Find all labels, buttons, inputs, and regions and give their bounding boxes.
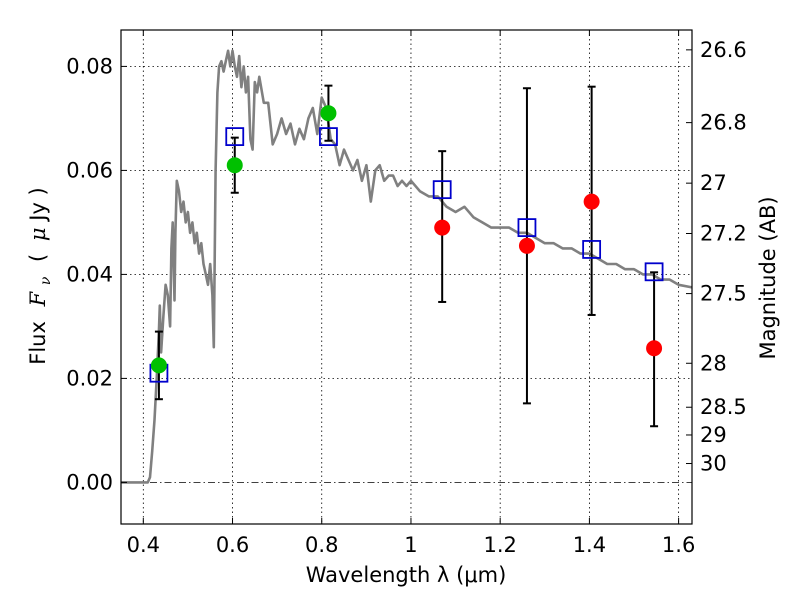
x-tick-label: 1 (404, 533, 417, 557)
y-tick-label: 0.00 (66, 470, 113, 494)
y-axis-label: Flux F ν ( μ Jy ) (26, 187, 55, 365)
model-sed-curve (121, 49, 693, 484)
mag-tick-label: 27.2 (700, 221, 747, 245)
mag-tick-label: 26.8 (700, 111, 747, 135)
x-tick-label: 0.6 (216, 533, 249, 557)
mag-tick-label: 26.6 (700, 38, 747, 62)
model-bandpass-squares (149, 127, 664, 383)
y2-axis-label: Magnitude (AB) (756, 196, 780, 359)
y-tick-label: 0.04 (66, 262, 113, 286)
model-square-marker (319, 127, 338, 147)
y-tick-label: 0.02 (66, 366, 113, 390)
y-tick-label: 0.08 (66, 54, 113, 78)
observed-point (226, 157, 243, 174)
observed-point (518, 237, 535, 254)
x-tick-label: 0.4 (127, 533, 160, 557)
x-axis-ticks: 0.4 0.6 0.8 1 1.2 1.4 1.6 (127, 30, 695, 557)
observed-points (150, 105, 663, 374)
mag-tick-label: 30 (700, 452, 727, 476)
x-tick-label: 1.6 (662, 533, 695, 557)
observed-point (150, 357, 167, 374)
x-axis-label: Wavelength λ (μm) (306, 563, 507, 587)
y-tick-label: 0.06 (66, 158, 113, 182)
magnitude-axis-ticks: 26.6 26.8 27 27.2 27.5 28 28.5 29 30 (686, 38, 747, 476)
model-square-marker (432, 180, 452, 200)
sed-line (121, 49, 693, 484)
mag-tick-label: 27.5 (700, 282, 747, 306)
mag-tick-label: 28 (700, 351, 727, 375)
observed-point (320, 105, 337, 122)
mag-tick-label: 29 (700, 423, 727, 447)
model-square-marker (644, 262, 664, 282)
mag-tick-label: 28.5 (700, 395, 747, 419)
x-tick-label: 0.8 (305, 533, 338, 557)
model-square-marker (225, 127, 245, 147)
observed-point (646, 340, 663, 357)
x-tick-label: 1.4 (573, 533, 606, 557)
observed-point (583, 193, 600, 210)
mag-tick-label: 27 (700, 171, 727, 195)
model-square-marker (582, 240, 602, 259)
observed-point (434, 219, 451, 236)
model-square-marker (517, 218, 537, 238)
plot-frame (120, 29, 693, 525)
x-tick-label: 1.2 (483, 533, 516, 557)
y-axis-ticks: 0.00 0.02 0.04 0.06 0.08 (66, 54, 127, 494)
